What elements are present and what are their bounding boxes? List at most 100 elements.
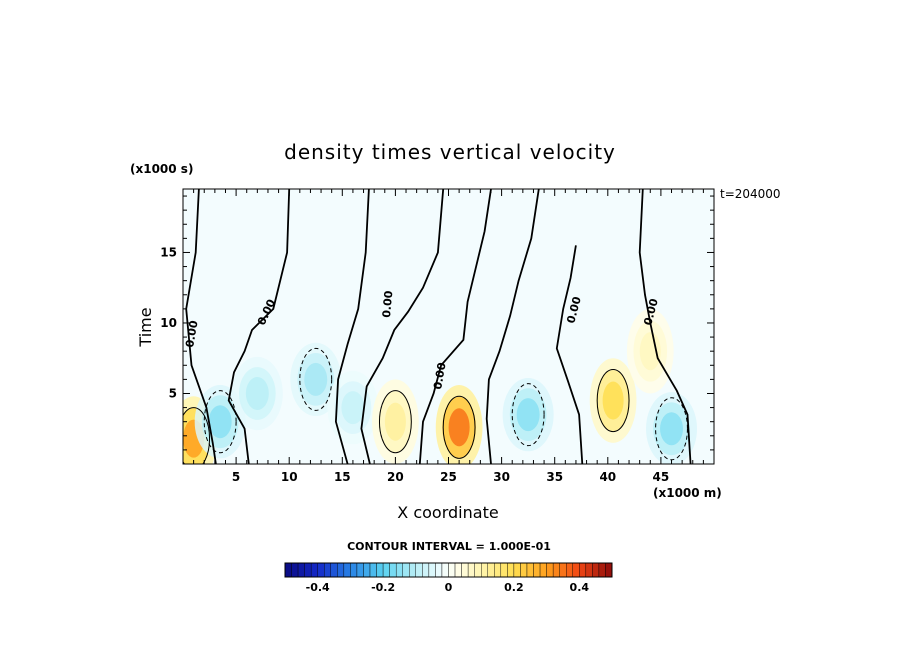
colorbar-cell [461, 562, 469, 578]
contour-fill [602, 381, 624, 420]
zero-contour [418, 189, 492, 464]
colorbar-cell [513, 562, 521, 578]
colorbar-cell [428, 562, 436, 578]
contour-fill [384, 402, 406, 441]
contour-fill [448, 408, 470, 447]
colorbar-cell [539, 562, 547, 578]
colorbar-cell [435, 562, 443, 578]
colorbar-cell [448, 562, 456, 578]
negative-contour [299, 347, 333, 411]
plot-area [183, 189, 714, 464]
colorbar-cell [585, 562, 593, 578]
colorbar-labels: -0.4 -0.2 0 0.2 0.4 [306, 581, 590, 594]
colorbar-cell [572, 562, 580, 578]
x-tick-label: 10 [281, 470, 298, 484]
colorbar-cell [552, 562, 560, 578]
colorbar-cell [337, 562, 345, 578]
x-tick-label: 25 [440, 470, 457, 484]
colorbar-cell [363, 562, 371, 578]
colorbar-frame [284, 562, 613, 578]
zero-contour [185, 189, 217, 464]
x-unit-label: (x1000 m) [653, 486, 722, 500]
negative-contour [203, 390, 237, 454]
colorbar-tick-label: 0.2 [504, 581, 524, 594]
x-tick-label: 15 [334, 470, 351, 484]
colorbar-cell [507, 562, 515, 578]
colorbar [284, 562, 613, 578]
axis-ticks [183, 189, 714, 464]
zero-contour [638, 189, 692, 464]
colorbar-cell [389, 562, 397, 578]
positive-contour [442, 395, 476, 459]
colorbar-cell [441, 562, 449, 578]
colorbar-tick-label: 0 [445, 581, 453, 594]
colorbar-cell [481, 562, 488, 578]
positive-contour [596, 369, 630, 433]
contour-fill [660, 412, 683, 446]
colorbar-cell [566, 562, 573, 578]
colorbar-cell [310, 562, 318, 578]
zero-contour [485, 189, 540, 464]
y-tick-label: 15 [160, 245, 177, 259]
colorbar-cell [409, 562, 417, 578]
colorbar-cell [559, 562, 567, 578]
colorbar-cell [382, 562, 390, 578]
contour-fill [304, 362, 328, 396]
positive-contour [378, 390, 412, 454]
contour-label: 0.00 [380, 290, 395, 319]
colorbar-cell [474, 562, 482, 578]
color-fill-layer [183, 189, 714, 464]
colorbar-cell [356, 562, 364, 578]
x-tick-label: 30 [493, 470, 510, 484]
colorbar-tick-label: 0.4 [570, 581, 590, 594]
colorbar-cell [422, 562, 430, 578]
negative-contour [511, 383, 545, 447]
colorbar-cell [494, 562, 502, 578]
x-tick-label: 35 [546, 470, 563, 484]
colorbar-cell [415, 562, 423, 578]
colorbar-cell [324, 562, 331, 578]
zero-contour [334, 189, 370, 464]
colorbar-cell [579, 562, 587, 578]
zero-contour [555, 245, 584, 464]
colorbar-tick-label: -0.2 [371, 581, 395, 594]
contour-fill [208, 405, 232, 439]
y-tick-label: 5 [169, 386, 177, 400]
y-unit-label: (x1000 s) [130, 162, 193, 176]
contour-label: 0.00 [431, 361, 449, 390]
colorbar-cell [284, 562, 292, 578]
colorbar-cell [500, 562, 508, 578]
x-axis-label: X coordinate [397, 503, 498, 522]
colorbar-cell [317, 562, 325, 578]
colorbar-cell [533, 562, 541, 578]
colorbar-cell [291, 562, 299, 578]
colorbar-cell [467, 562, 475, 578]
zero-contour [360, 189, 445, 464]
x-tick-label: 40 [599, 470, 616, 484]
colorbar-cell [546, 562, 554, 578]
positive-contour [183, 407, 211, 464]
colorbar-tick-label: -0.4 [306, 581, 330, 594]
y-tick-label: 10 [160, 316, 177, 330]
x-tick-label: 20 [387, 470, 404, 484]
colorbar-cell [487, 562, 495, 578]
colorbar-cell [369, 562, 377, 578]
colorbar-cell [402, 562, 410, 578]
axis-tick-labels: 5 10 15 20 25 30 35 40 45 5 10 15 [160, 245, 669, 484]
colorbar-cell [454, 562, 462, 578]
colorbar-cell [304, 562, 312, 578]
colorbar-cell [605, 562, 613, 578]
chart-title: density times vertical velocity [284, 140, 616, 164]
y-axis-label: Time [136, 307, 155, 347]
colorbar-cell [520, 562, 528, 578]
colorbar-cell [350, 562, 358, 578]
colorbar-cell [598, 562, 606, 578]
colorbar-cell [395, 562, 403, 578]
colorbar-cell [330, 562, 338, 578]
x-tick-label: 45 [653, 470, 670, 484]
negative-contour [655, 397, 688, 461]
colorbar-cell [343, 562, 351, 578]
contour-interval-label: CONTOUR INTERVAL = 1.000E-01 [347, 540, 551, 553]
contour-layer [183, 189, 692, 464]
